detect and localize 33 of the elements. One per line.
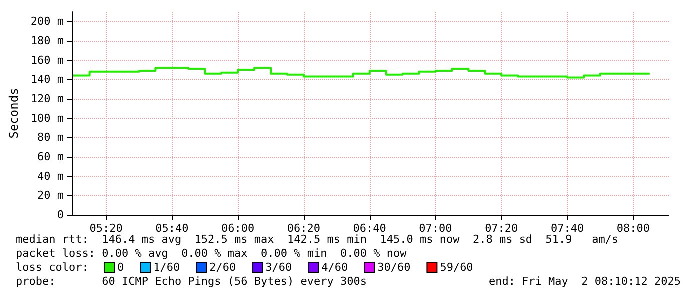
x-tick-label: 07:20 (485, 222, 518, 235)
x-tick-label: 07:00 (419, 222, 452, 235)
legend-label: 30/60 (378, 261, 411, 274)
x-tick-label: 05:40 (156, 222, 189, 235)
x-tick-label: 06:40 (353, 222, 386, 235)
y-tick-label: 140 m (30, 73, 64, 86)
legend-label: 2/60 (210, 261, 236, 274)
legend-label: 4/60 (322, 261, 348, 274)
y-tick-label: 0 (57, 208, 64, 222)
legend-label: 59/60 (440, 261, 474, 274)
legend-title: loss color: (16, 261, 89, 274)
y-tick-label: 160 m (30, 54, 64, 67)
legend-label: 0 (118, 261, 124, 274)
y-tick-label: 20 m (38, 189, 64, 202)
y-tick-label: 40 m (38, 170, 64, 183)
legend-label: 3/60 (266, 261, 292, 274)
text: median rtt: 146.4 ms avg 152.5 ms max 142.5 ms min 145.0 ms now 2.8 ms sd 51.9 am/s (16, 233, 619, 246)
y-tick-label: 200 m (30, 15, 64, 28)
x-tick-label: 08:00 (616, 222, 650, 235)
y-axis-title: Seconds (7, 88, 21, 139)
y-tick-label: 100 m (30, 112, 64, 125)
text: end: Fri May 2 08:10:12 2025 (488, 275, 682, 288)
y-tick-label: 120 m (30, 92, 64, 106)
y-tick-label: 180 m (30, 34, 64, 48)
x-tick-label: 05:20 (90, 222, 123, 235)
text: packet loss: 0.00 % avg 0.00 % max 0.00 % min 0.00 % now (16, 247, 408, 260)
x-tick-label: 06:00 (222, 222, 255, 235)
text: probe: 60 ICMP Echo Pings (56 Bytes) every 300s (16, 275, 367, 288)
y-tick-label: 60 m (38, 150, 64, 164)
legend-label: 1/60 (154, 261, 180, 274)
x-tick-label: 07:40 (550, 222, 584, 235)
x-tick-label: 06:20 (287, 222, 321, 235)
y-tick-label: 80 m (38, 131, 64, 144)
